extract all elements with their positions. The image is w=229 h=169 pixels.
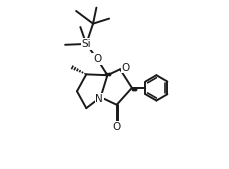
Text: O: O	[112, 122, 120, 132]
Text: O: O	[93, 54, 101, 64]
Text: O: O	[121, 63, 129, 73]
Text: N: N	[95, 94, 103, 104]
Text: Si: Si	[81, 39, 91, 49]
